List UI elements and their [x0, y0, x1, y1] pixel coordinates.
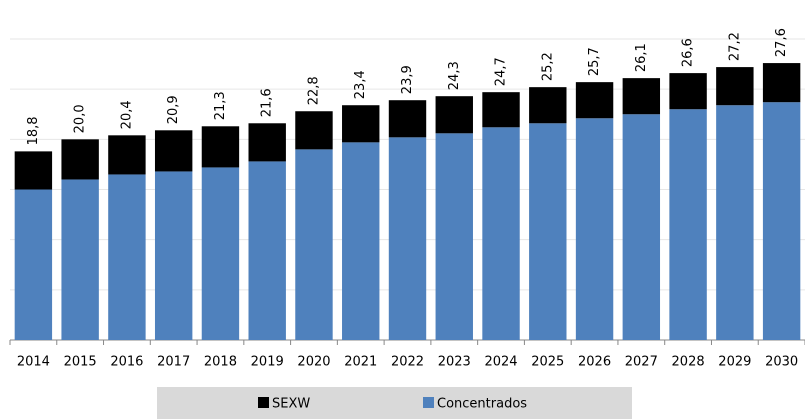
bar-segment: [248, 161, 286, 340]
x-tick-label: 2019: [251, 355, 284, 370]
total-label: 21,6: [260, 88, 275, 117]
legend-label: Concentrados: [437, 397, 527, 412]
x-tick-label: 2018: [204, 355, 237, 370]
total-label: 26,6: [681, 38, 696, 67]
bar-segment: [108, 174, 146, 340]
legend-box: [157, 387, 632, 419]
x-tick-label: 2021: [344, 355, 377, 370]
bar-segment: [61, 179, 99, 340]
x-tick-label: 2029: [718, 355, 751, 370]
bar-segment: [248, 123, 286, 162]
bar-segment: [295, 111, 333, 150]
bar-segment: [295, 149, 333, 340]
bar-segment: [575, 82, 614, 119]
bar-segment: [201, 126, 240, 168]
bar-segment: [762, 102, 801, 341]
total-label: 26,1: [634, 43, 649, 72]
x-tick-label: 2015: [64, 355, 97, 370]
total-label: 22,8: [306, 76, 321, 105]
x-tick-label: 2016: [110, 355, 143, 370]
bar-segment: [716, 67, 754, 106]
legend-swatch: [258, 397, 269, 408]
x-tick-label: 2020: [297, 355, 330, 370]
bar-segment: [154, 130, 193, 172]
total-label: 20,9: [166, 95, 181, 124]
total-label: 18,8: [26, 116, 41, 145]
bar-segment: [435, 96, 473, 134]
x-tick-label: 2014: [17, 355, 50, 370]
total-label: 20,0: [73, 104, 88, 133]
x-tick-label: 2030: [765, 355, 798, 370]
bar-segment: [108, 135, 146, 175]
total-label: 23,4: [353, 70, 368, 99]
bar-segment: [482, 127, 520, 340]
legend-label: SEXW: [272, 397, 310, 412]
bar-segment: [622, 114, 661, 340]
x-tick-label: 2026: [578, 355, 611, 370]
bar-segment: [482, 92, 520, 128]
total-label: 25,2: [540, 52, 555, 81]
x-tick-label: 2027: [625, 355, 658, 370]
total-label: 25,7: [587, 47, 602, 76]
bar-segment: [201, 167, 240, 340]
total-label: 21,3: [213, 91, 228, 120]
total-label: 20,4: [119, 100, 134, 129]
bar-segment: [716, 105, 754, 340]
x-tick-label: 2028: [672, 355, 705, 370]
x-tick-label: 2017: [157, 355, 190, 370]
bar-segment: [154, 171, 193, 340]
bar-segment: [529, 123, 567, 340]
x-tick-label: 2024: [484, 355, 517, 370]
bar-segment: [669, 109, 707, 340]
x-tick-label: 2025: [531, 355, 564, 370]
total-label: 24,3: [447, 61, 462, 90]
bar-segment: [669, 73, 707, 110]
bar-segment: [529, 87, 567, 124]
bar-segment: [575, 118, 614, 340]
total-label: 27,6: [774, 28, 789, 57]
bar-segment: [435, 133, 473, 340]
total-label: 24,7: [494, 57, 509, 86]
bar-segment: [342, 105, 380, 143]
bar-segment: [14, 189, 53, 340]
total-label: 23,9: [400, 65, 415, 94]
bar-segment: [342, 142, 380, 340]
bar-segment: [388, 137, 427, 340]
bar-segment: [388, 100, 427, 138]
legend-swatch: [423, 397, 434, 408]
bar-segment: [622, 78, 661, 115]
x-tick-label: 2022: [391, 355, 424, 370]
bar-segment: [14, 151, 53, 190]
bar-segment: [61, 139, 99, 180]
bar-segment: [762, 63, 801, 103]
x-tick-label: 2023: [438, 355, 471, 370]
total-label: 27,2: [727, 32, 742, 61]
